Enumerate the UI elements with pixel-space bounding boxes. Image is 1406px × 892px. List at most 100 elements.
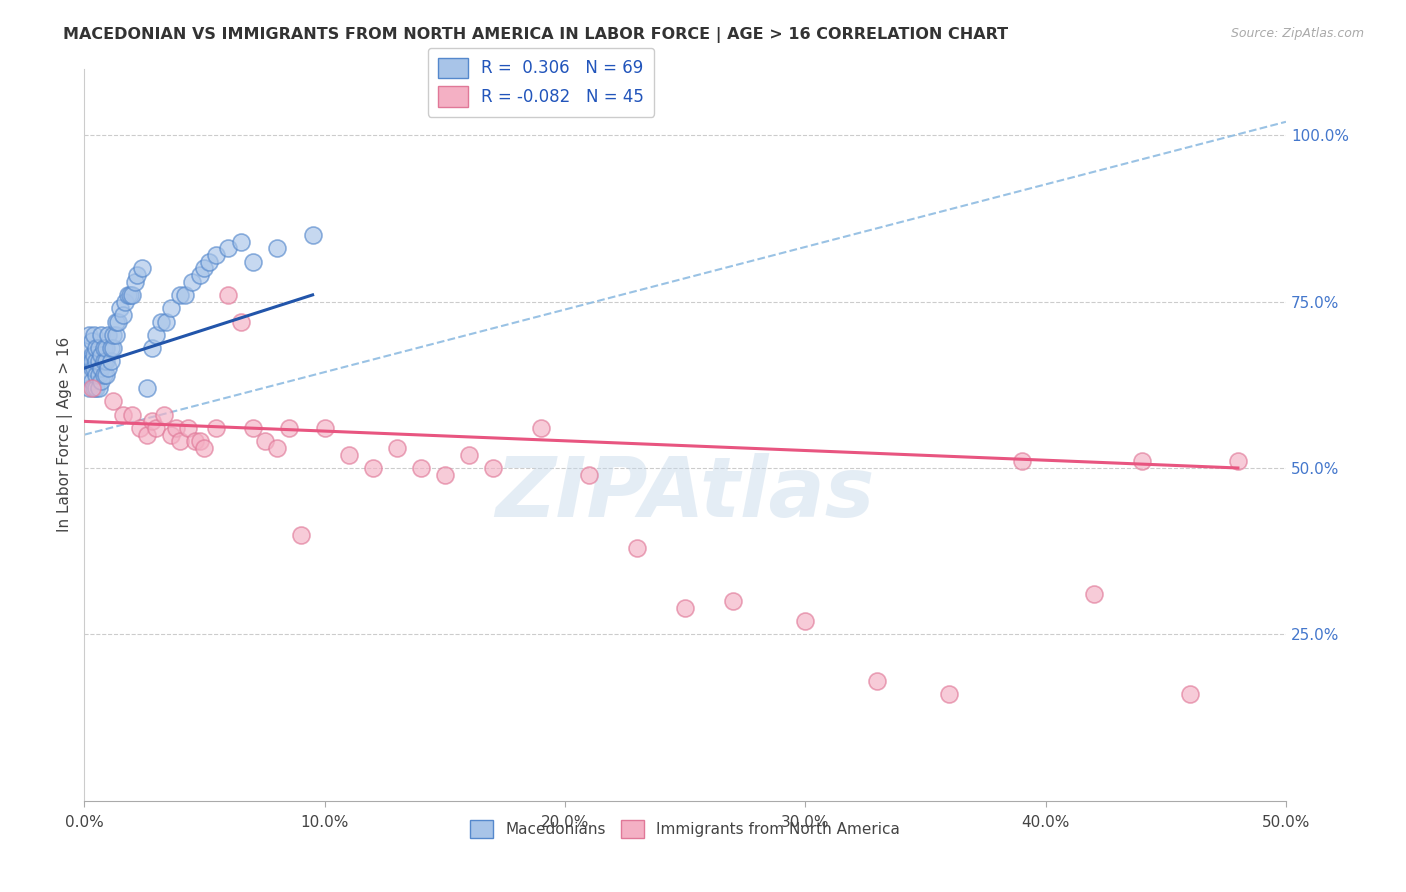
Point: [83, 381, 105, 395]
Point: [205, 248, 228, 262]
Point: [121, 408, 143, 422]
Point: [229, 314, 252, 328]
Point: [433, 467, 456, 482]
Point: [80, 348, 103, 362]
Point: [90, 348, 112, 362]
Point: [77, 327, 100, 342]
Point: [174, 288, 197, 302]
Point: [87, 381, 110, 395]
Point: [84, 341, 107, 355]
Point: [135, 381, 157, 395]
Point: [80, 361, 103, 376]
Point: [128, 421, 150, 435]
Point: [87, 341, 110, 355]
Point: [131, 261, 153, 276]
Point: [118, 288, 141, 302]
Point: [80, 334, 103, 349]
Point: [87, 354, 110, 368]
Point: [242, 254, 264, 268]
Point: [145, 327, 167, 342]
Point: [90, 327, 112, 342]
Point: [117, 288, 139, 302]
Point: [124, 275, 146, 289]
Point: [169, 434, 191, 449]
Point: [76, 354, 98, 368]
Point: [83, 327, 105, 342]
Point: [83, 348, 105, 362]
Point: [301, 227, 323, 242]
Point: [721, 594, 744, 608]
Point: [121, 288, 143, 302]
Point: [266, 241, 288, 255]
Point: [107, 314, 129, 328]
Text: MACEDONIAN VS IMMIGRANTS FROM NORTH AMERICA IN LABOR FORCE | AGE > 16 CORRELATIO: MACEDONIAN VS IMMIGRANTS FROM NORTH AMER…: [63, 27, 1008, 43]
Point: [188, 268, 211, 282]
Point: [110, 301, 132, 316]
Text: Source: ZipAtlas.com: Source: ZipAtlas.com: [1230, 27, 1364, 40]
Point: [218, 288, 240, 302]
Point: [93, 354, 115, 368]
Point: [159, 301, 181, 316]
Point: [101, 327, 124, 342]
Text: ZIPAtlas: ZIPAtlas: [495, 453, 875, 533]
Point: [150, 314, 173, 328]
Y-axis label: In Labor Force | Age > 16: In Labor Force | Age > 16: [58, 337, 73, 533]
Point: [457, 448, 479, 462]
Point: [141, 341, 163, 355]
Point: [84, 381, 107, 395]
Point: [1226, 454, 1249, 468]
Point: [159, 427, 181, 442]
Point: [84, 354, 107, 368]
Point: [80, 354, 103, 368]
Point: [188, 434, 211, 449]
Point: [114, 294, 136, 309]
Point: [205, 421, 228, 435]
Point: [100, 354, 122, 368]
Point: [482, 461, 505, 475]
Point: [1178, 687, 1201, 701]
Point: [193, 441, 215, 455]
Point: [794, 614, 817, 628]
Point: [242, 421, 264, 435]
Point: [184, 434, 207, 449]
Point: [578, 467, 600, 482]
Point: [127, 268, 149, 282]
Point: [253, 434, 276, 449]
Point: [141, 414, 163, 428]
Point: [409, 461, 432, 475]
Point: [100, 341, 122, 355]
Point: [229, 235, 252, 249]
Point: [1011, 454, 1033, 468]
Point: [626, 541, 648, 555]
Point: [97, 361, 120, 376]
Point: [385, 441, 408, 455]
Point: [97, 327, 120, 342]
Point: [101, 341, 124, 355]
Point: [290, 527, 312, 541]
Point: [314, 421, 336, 435]
Point: [93, 341, 115, 355]
Point: [176, 421, 198, 435]
Point: [94, 354, 117, 368]
Point: [90, 361, 112, 376]
Point: [169, 288, 191, 302]
Point: [530, 421, 553, 435]
Point: [198, 254, 221, 268]
Point: [1083, 587, 1105, 601]
Point: [104, 327, 127, 342]
Point: [266, 441, 288, 455]
Point: [155, 314, 177, 328]
Point: [866, 673, 889, 688]
Point: [101, 394, 124, 409]
Point: [152, 408, 174, 422]
Point: [77, 368, 100, 382]
Point: [1130, 454, 1153, 468]
Point: [145, 421, 167, 435]
Point: [337, 448, 360, 462]
Point: [83, 361, 105, 376]
Point: [93, 368, 115, 382]
Point: [135, 427, 157, 442]
Point: [277, 421, 299, 435]
Point: [104, 314, 127, 328]
Point: [165, 421, 187, 435]
